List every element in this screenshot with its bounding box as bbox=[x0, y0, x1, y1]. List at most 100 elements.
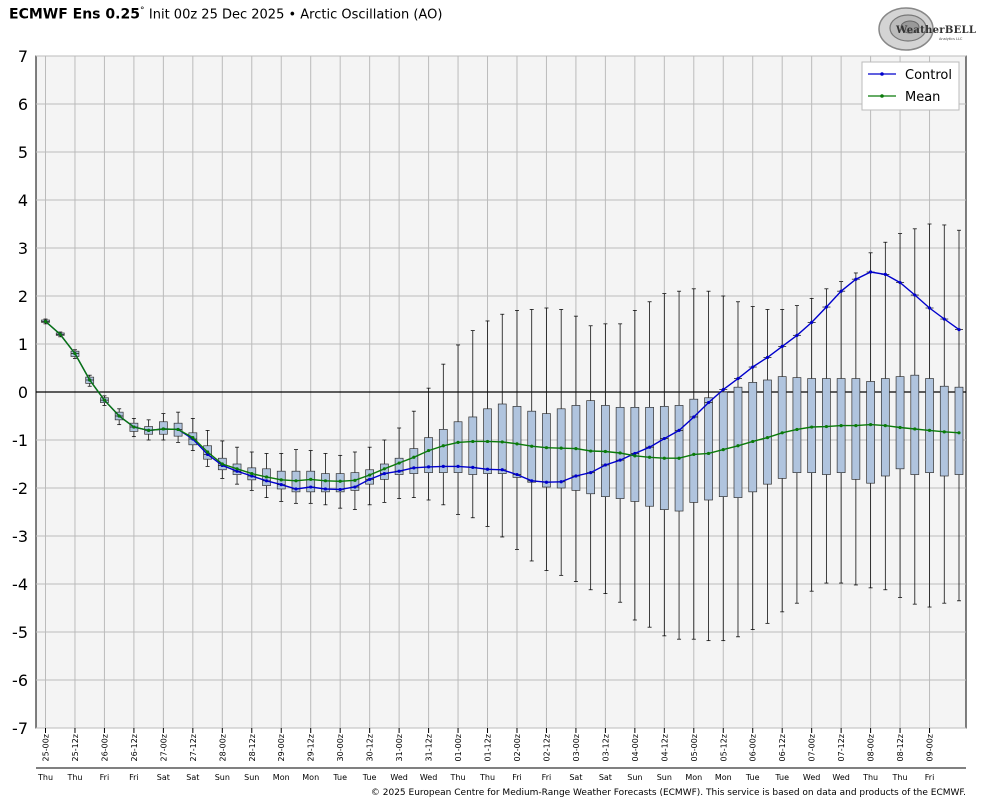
control-point bbox=[250, 474, 254, 478]
y-tick-label: -5 bbox=[12, 623, 28, 642]
control-point bbox=[647, 445, 652, 449]
mean-point bbox=[544, 446, 549, 450]
control-point bbox=[500, 468, 504, 472]
control-point bbox=[692, 415, 696, 419]
control-point bbox=[397, 469, 401, 473]
mean-point bbox=[58, 332, 62, 336]
control-point bbox=[942, 317, 946, 321]
y-tick-label: 0 bbox=[18, 383, 28, 402]
copyright-footer: © 2025 European Centre for Medium-Range … bbox=[370, 788, 966, 798]
x-day-label: Sat bbox=[186, 773, 199, 782]
control-point bbox=[795, 333, 799, 337]
box bbox=[895, 376, 905, 470]
x-tick-label: 26-00z bbox=[100, 734, 109, 761]
control-point bbox=[368, 477, 372, 481]
y-tick-label: -2 bbox=[12, 479, 28, 498]
control-point bbox=[868, 270, 873, 274]
mean-point bbox=[957, 431, 961, 435]
y-tick-label: 3 bbox=[18, 239, 28, 258]
box bbox=[910, 374, 920, 475]
x-day-label: Mon bbox=[685, 773, 702, 782]
mean-point bbox=[426, 448, 431, 453]
mean-point bbox=[559, 446, 563, 450]
x-tick-label: 06-00z bbox=[749, 734, 758, 761]
x-day-label: Wed bbox=[390, 773, 407, 782]
x-tick-label: 30-00z bbox=[336, 734, 345, 761]
mean-point bbox=[412, 455, 416, 459]
box bbox=[409, 448, 419, 474]
mean-point bbox=[471, 439, 475, 444]
control-point bbox=[485, 467, 490, 471]
box bbox=[689, 398, 699, 503]
mean-point bbox=[456, 440, 460, 444]
x-day-label: Fri bbox=[129, 773, 139, 782]
y-tick-label: 7 bbox=[18, 47, 28, 66]
mean-point bbox=[913, 427, 917, 431]
box bbox=[733, 386, 743, 498]
x-day-label: Thu bbox=[37, 773, 53, 782]
y-tick-label: 1 bbox=[18, 335, 28, 354]
x-tick-label: 27-12z bbox=[189, 734, 198, 761]
mean-point bbox=[824, 424, 828, 429]
mean-point bbox=[706, 451, 711, 456]
x-tick-label: 02-00z bbox=[513, 734, 522, 761]
mean-point bbox=[147, 428, 151, 432]
control-point bbox=[898, 280, 902, 285]
box bbox=[866, 381, 875, 484]
series-lines bbox=[43, 270, 961, 492]
mean-point bbox=[323, 479, 328, 483]
x-day-label: Sat bbox=[569, 773, 582, 782]
chart-title: ECMWF Ens 0.25° Init 00z 25 Dec 2025 • A… bbox=[9, 6, 442, 23]
swirl-icon bbox=[878, 7, 934, 51]
x-day-label: Thu bbox=[862, 773, 878, 782]
x-tick-label: 25-00z bbox=[42, 734, 51, 761]
x-tick-label: 08-00z bbox=[867, 734, 876, 761]
box bbox=[438, 429, 448, 473]
logo-tagline: Analytics LLC bbox=[939, 37, 963, 41]
chart-subtitle: Init 00z 25 Dec 2025 • Arctic Oscillatio… bbox=[148, 7, 443, 23]
box bbox=[453, 421, 463, 473]
x-day-label: Thu bbox=[479, 773, 495, 782]
control-point bbox=[412, 466, 416, 470]
mean-point bbox=[589, 449, 593, 453]
x-day-label: Sat bbox=[157, 773, 170, 782]
control-point bbox=[382, 472, 386, 476]
control-point bbox=[544, 480, 549, 484]
control-point bbox=[294, 487, 298, 491]
x-tick-label: 03-12z bbox=[601, 734, 610, 761]
control-point bbox=[854, 277, 858, 281]
box bbox=[365, 469, 374, 485]
control-point bbox=[913, 293, 917, 297]
x-tick-label: 01-12z bbox=[484, 734, 493, 761]
control-point bbox=[662, 436, 666, 441]
x-day-label: Sat bbox=[599, 773, 612, 782]
mean-point bbox=[647, 455, 652, 459]
control-point bbox=[589, 471, 593, 475]
x-tick-label: 09-00z bbox=[926, 734, 935, 761]
x-tick-label: 04-12z bbox=[660, 734, 669, 761]
x-tick-label: 05-12z bbox=[719, 734, 728, 761]
x-tick-label: 07-00z bbox=[808, 734, 817, 761]
x-tick-label: 25-12z bbox=[71, 734, 80, 761]
mean-point bbox=[810, 425, 814, 429]
x-day-label: Sun bbox=[627, 773, 642, 782]
legend: Control Mean bbox=[861, 61, 960, 111]
control-point bbox=[530, 479, 534, 483]
mean-point bbox=[500, 440, 504, 444]
x-day-label: Thu bbox=[66, 773, 82, 782]
x-day-label: Tue bbox=[774, 773, 789, 782]
legend-mean-label: Mean bbox=[905, 90, 940, 105]
x-tick-label: 06-12z bbox=[778, 734, 787, 761]
box bbox=[394, 457, 404, 475]
x-day-label: Sun bbox=[215, 773, 230, 782]
y-tick-label: 2 bbox=[18, 287, 28, 306]
mean-point bbox=[102, 398, 107, 402]
mean-point bbox=[441, 444, 445, 448]
x-day-label: Fri bbox=[542, 773, 552, 782]
control-point bbox=[515, 472, 519, 477]
control-point bbox=[264, 479, 269, 483]
mean-point bbox=[927, 428, 932, 432]
control-point bbox=[824, 305, 828, 309]
x-day-label: Fri bbox=[925, 773, 935, 782]
mean-point bbox=[633, 454, 637, 458]
